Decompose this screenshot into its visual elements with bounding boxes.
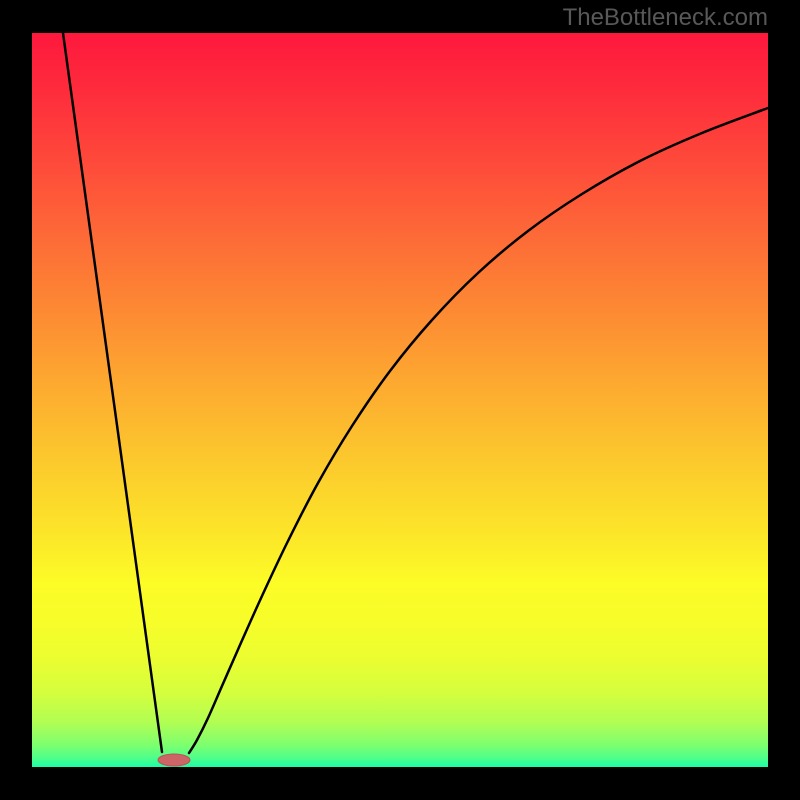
chart-svg bbox=[0, 0, 800, 800]
watermark-text: TheBottleneck.com bbox=[563, 4, 768, 32]
chart-container: TheBottleneck.com bbox=[0, 0, 800, 800]
bottom-marker-lozenge bbox=[158, 754, 190, 766]
plot-area-gradient bbox=[32, 33, 768, 767]
